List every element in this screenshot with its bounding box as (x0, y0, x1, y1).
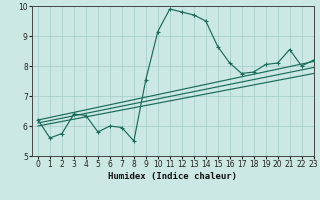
X-axis label: Humidex (Indice chaleur): Humidex (Indice chaleur) (108, 172, 237, 181)
